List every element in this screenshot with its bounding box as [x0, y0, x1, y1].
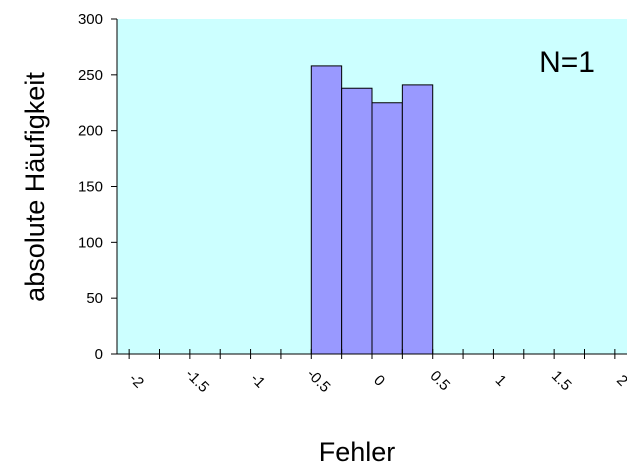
x-tick-label: 2	[613, 372, 627, 390]
y-tick-label: 300	[78, 11, 103, 28]
histogram-bars	[310, 65, 434, 355]
x-tick-label: 1	[492, 372, 510, 390]
histogram-bar-4	[401, 84, 434, 355]
x-axis-title: Fehler	[319, 437, 396, 467]
histogram-bar-2	[341, 87, 373, 355]
y-axis-title: absolute Häufigkeit	[20, 72, 50, 302]
y-tick-label: 0	[95, 346, 103, 363]
histogram-bar-3	[371, 102, 403, 355]
x-tick-label: -1.5	[182, 366, 212, 396]
histogram-bar-1	[310, 65, 343, 355]
x-tick-label: -1	[247, 370, 268, 391]
x-tick-label: -2	[126, 370, 147, 391]
y-tick-label: 100	[78, 234, 103, 251]
axes	[111, 18, 627, 359]
x-tick-label: 1.5	[548, 367, 575, 394]
y-tick-label: 200	[78, 123, 103, 140]
x-tick-label: -0.5	[303, 366, 333, 396]
x-tick-label: 0.5	[427, 367, 454, 394]
x-tick-label: 0	[370, 372, 388, 390]
y-tick-label: 250	[78, 67, 103, 84]
sample-size-annotation: N=1	[539, 46, 595, 79]
y-tick-label: 50	[86, 290, 103, 307]
y-tick-label: 150	[78, 179, 103, 196]
